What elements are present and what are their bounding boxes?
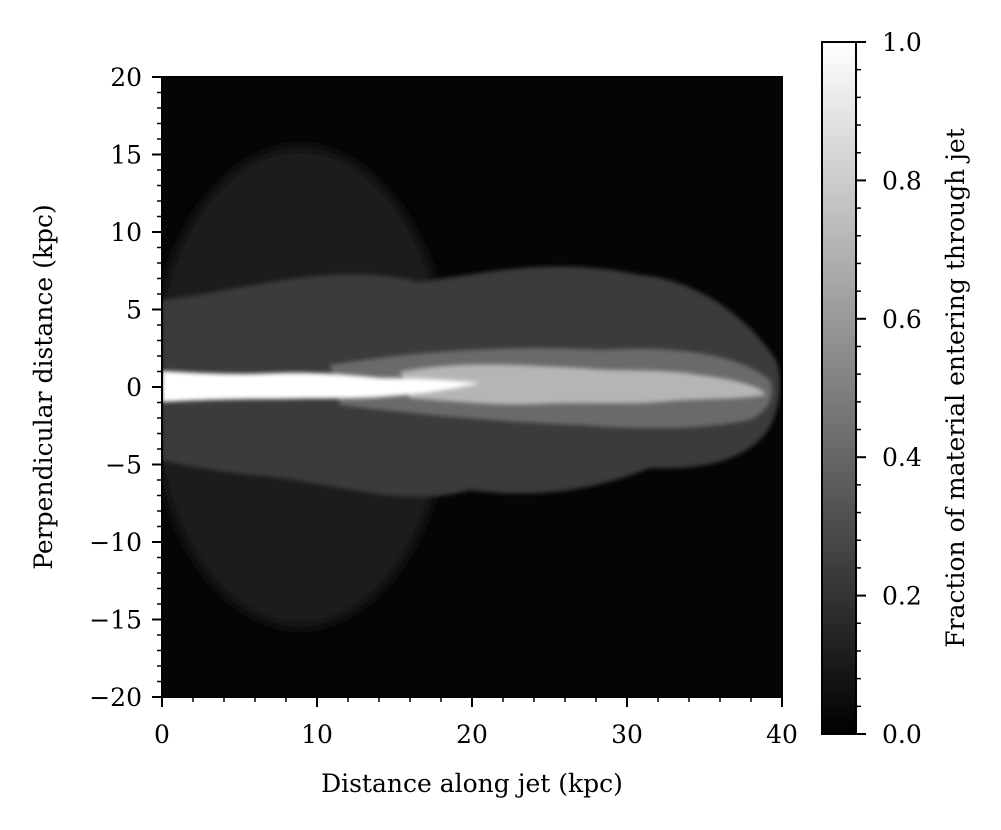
colorbar-gradient [821,41,857,735]
y-tick-label: 20 [110,63,142,92]
colorbar-tick-label: 0.8 [882,166,922,195]
colorbar-label: Fraction of material entering through je… [941,128,970,647]
x-tick-label: 30 [611,720,643,749]
y-axis: 20 15 10 5 0 −5 −10 −15 −20 [89,63,162,712]
turbulent-streaks [400,364,765,405]
y-axis-label: Perpendicular distance (kpc) [29,204,58,570]
y-tick-label: 5 [126,296,142,325]
x-axis: 0 10 20 30 40 [154,697,798,749]
colorbar-tick-label: 0.4 [882,443,922,472]
y-tick-label: 0 [126,373,142,402]
heatmap-area [162,77,782,697]
x-axis-label: Distance along jet (kpc) [321,769,623,798]
y-tick-label: 15 [110,141,142,170]
y-tick-label: −10 [89,528,142,557]
y-tick-label: −5 [105,451,142,480]
x-tick-label: 10 [301,720,333,749]
y-tick-label: −15 [89,606,142,635]
x-tick-label: 40 [766,720,798,749]
x-tick-label: 0 [154,720,170,749]
jet-core [162,371,480,402]
x-tick-label: 20 [456,720,488,749]
colorbar-tick-label: 1.0 [882,28,922,57]
colorbar-axis: 0.0 0.2 0.4 0.6 0.8 1.0 [856,28,922,749]
colorbar: 0.0 0.2 0.4 0.6 0.8 1.0 Fraction of material … [821,28,970,749]
y-tick-label: 10 [110,218,142,247]
colorbar-tick-label: 0.2 [882,582,922,611]
colorbar-tick-label: 0.6 [882,305,922,334]
y-tick-label: −20 [89,683,142,712]
colorbar-tick-label: 0.0 [882,720,922,749]
